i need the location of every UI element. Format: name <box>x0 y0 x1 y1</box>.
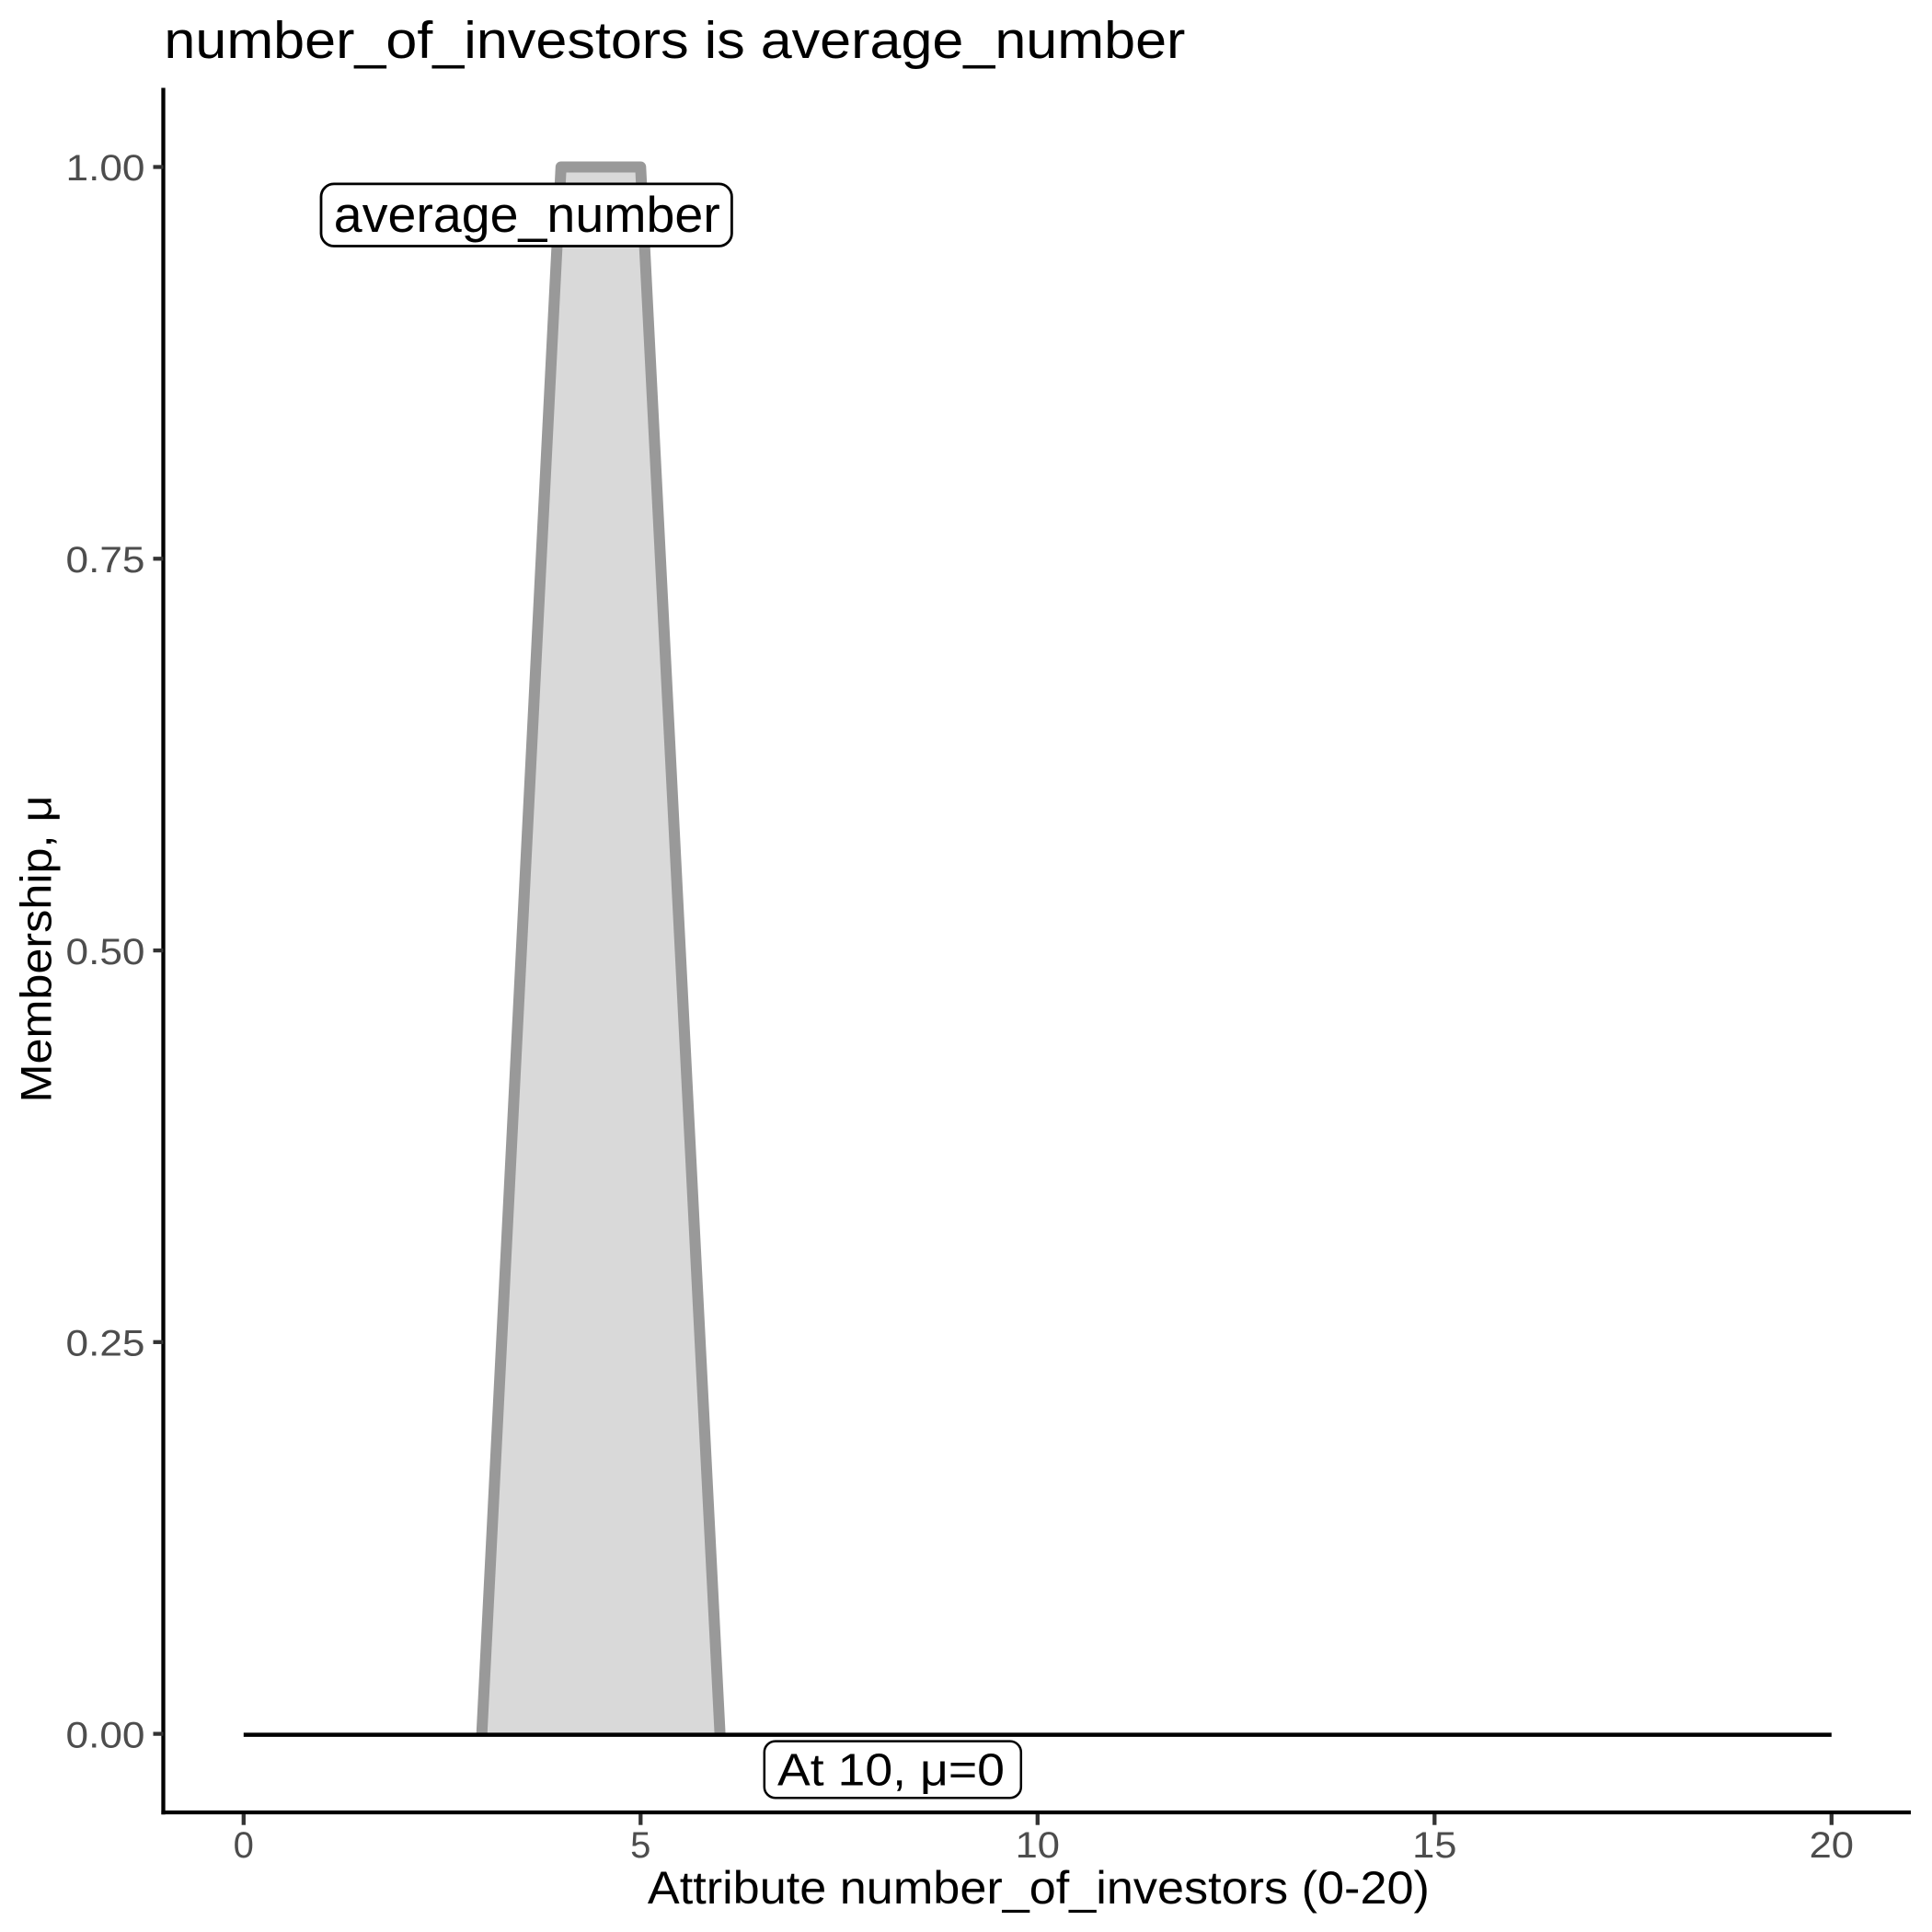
svg-text:Membership, μ: Membership, μ <box>12 796 61 1103</box>
svg-text:15: 15 <box>1412 1825 1456 1866</box>
svg-text:average_number: average_number <box>334 186 720 243</box>
svg-text:At 10, μ=0: At 10, μ=0 <box>777 1746 1005 1796</box>
svg-text:0.25: 0.25 <box>66 1324 145 1364</box>
svg-text:20: 20 <box>1810 1825 1854 1866</box>
svg-text:10: 10 <box>1016 1825 1060 1866</box>
svg-text:1.00: 1.00 <box>66 148 145 189</box>
svg-text:0.75: 0.75 <box>66 540 145 581</box>
svg-text:0: 0 <box>234 1825 254 1866</box>
svg-text:5: 5 <box>630 1825 650 1866</box>
svg-text:number_of_investors is average: number_of_investors is average_number <box>164 11 1185 70</box>
svg-text:0.50: 0.50 <box>66 932 145 972</box>
svg-text:0.00: 0.00 <box>66 1715 145 1755</box>
svg-text:Attribute number_of_investors: Attribute number_of_investors (0-20) <box>648 1862 1430 1914</box>
